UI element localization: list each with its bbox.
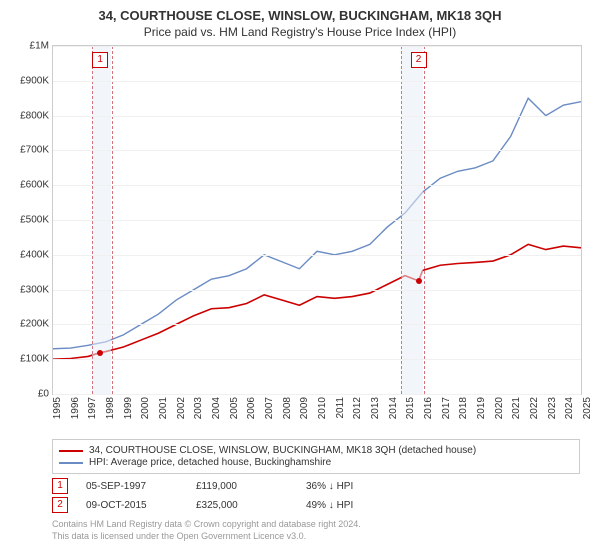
y-axis-label: £300K <box>20 284 53 295</box>
sale-row: 1 05-SEP-1997£119,00036% ↓ HPI <box>52 478 580 494</box>
x-axis-label: 2011 <box>335 397 346 419</box>
legend-swatch-hpi <box>59 462 83 464</box>
x-axis-label: 2000 <box>140 397 151 419</box>
x-axis-label: 2002 <box>176 397 187 419</box>
x-axis-label: 2003 <box>193 397 204 419</box>
x-axis-label: 2001 <box>158 397 169 419</box>
x-axis-label: 2016 <box>423 397 434 419</box>
x-axis-label: 1999 <box>123 397 134 419</box>
sales-list: 1 05-SEP-1997£119,00036% ↓ HPI 2 09-OCT-201… <box>52 478 580 513</box>
y-axis-label: £600K <box>20 180 53 191</box>
y-axis-label: £500K <box>20 215 53 226</box>
sale-marker: 1 <box>92 52 108 68</box>
x-axis-label: 2012 <box>352 397 363 419</box>
y-axis-label: £100K <box>20 354 53 365</box>
x-axis-label: 1996 <box>70 397 81 419</box>
sale-date: 05-SEP-1997 <box>86 481 196 492</box>
sale-price: £325,000 <box>196 500 306 511</box>
x-axis-label: 2020 <box>494 397 505 419</box>
x-axis-label: 2019 <box>476 397 487 419</box>
chart-plot-area: £0£100K£200K£300K£400K£500K£600K£700K£80… <box>52 45 582 395</box>
legend-label-hpi: HPI: Average price, detached house, Buck… <box>89 457 331 468</box>
legend-swatch-property <box>59 450 83 452</box>
sale-point <box>416 278 422 284</box>
y-axis-label: £800K <box>20 110 53 121</box>
x-axis-label: 2005 <box>229 397 240 419</box>
sale-marker: 2 <box>411 52 427 68</box>
x-axis-label: 2024 <box>564 397 575 419</box>
x-axis-label: 2023 <box>547 397 558 419</box>
chart-legend: 34, COURTHOUSE CLOSE, WINSLOW, BUCKINGHA… <box>52 439 580 474</box>
x-axis-label: 2014 <box>388 397 399 419</box>
y-axis-label: £700K <box>20 145 53 156</box>
sale-delta: 36% ↓ HPI <box>306 481 416 492</box>
legend-label-property: 34, COURTHOUSE CLOSE, WINSLOW, BUCKINGHA… <box>89 445 476 456</box>
y-axis-label: £0 <box>38 389 53 400</box>
x-axis-label: 1998 <box>105 397 116 419</box>
x-axis-label: 2007 <box>264 397 275 419</box>
x-axis-label: 2013 <box>370 397 381 419</box>
x-axis-label: 1997 <box>87 397 98 419</box>
x-axis-label: 2006 <box>246 397 257 419</box>
chart-subtitle: Price paid vs. HM Land Registry's House … <box>10 25 590 39</box>
x-axis-labels: 1995 1996 1997 1998 1999 2000 2001 2002 2003 2004… <box>52 395 582 433</box>
chart-footer: Contains HM Land Registry data © Crown c… <box>52 519 580 542</box>
sale-price: £119,000 <box>196 481 306 492</box>
x-axis-label: 2008 <box>282 397 293 419</box>
y-axis-label: £900K <box>20 75 53 86</box>
x-axis-label: 2004 <box>211 397 222 419</box>
sale-date: 09-OCT-2015 <box>86 500 196 511</box>
x-axis-label: 2015 <box>405 397 416 419</box>
y-axis-label: £400K <box>20 249 53 260</box>
sale-index: 2 <box>52 497 68 513</box>
chart-title: 34, COURTHOUSE CLOSE, WINSLOW, BUCKINGHA… <box>10 8 590 23</box>
sale-point <box>97 350 103 356</box>
footer-line-1: Contains HM Land Registry data © Crown c… <box>52 519 580 531</box>
footer-line-2: This data is licensed under the Open Gov… <box>52 531 580 543</box>
sale-row: 2 09-OCT-2015£325,00049% ↓ HPI <box>52 497 580 513</box>
sale-delta: 49% ↓ HPI <box>306 500 416 511</box>
x-axis-label: 2021 <box>511 397 522 419</box>
x-axis-label: 2025 <box>582 397 593 419</box>
x-axis-label: 2022 <box>529 397 540 419</box>
y-axis-label: £200K <box>20 319 53 330</box>
x-axis-label: 1995 <box>52 397 63 419</box>
sale-index: 1 <box>52 478 68 494</box>
x-axis-label: 2018 <box>458 397 469 419</box>
x-axis-label: 2017 <box>441 397 452 419</box>
y-axis-label: £1M <box>30 41 53 52</box>
x-axis-label: 2009 <box>299 397 310 419</box>
x-axis-label: 2010 <box>317 397 328 419</box>
